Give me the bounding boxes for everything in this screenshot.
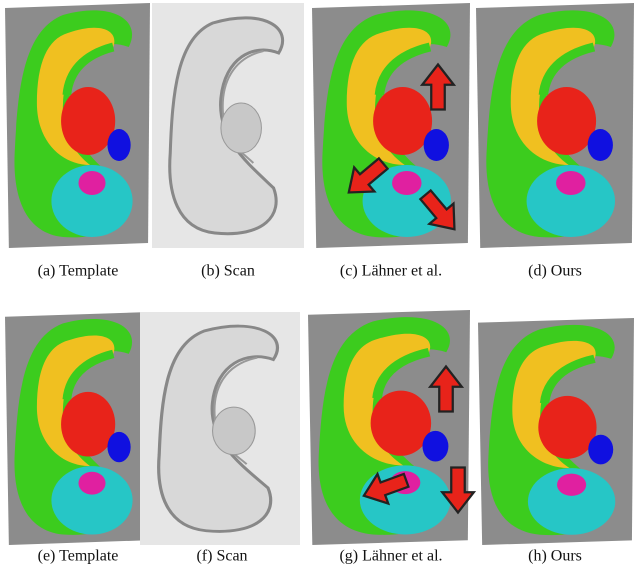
panel-image xyxy=(152,3,304,248)
caption: (b) Scan xyxy=(201,263,255,280)
caption: (g) Lähner et al. xyxy=(339,548,442,565)
panel-image xyxy=(140,312,300,545)
caption: (e) Template xyxy=(38,548,119,565)
caption: (a) Template xyxy=(38,263,119,280)
caption: (f) Scan xyxy=(196,548,247,565)
caption: (c) Lähner et al. xyxy=(340,263,442,280)
caption: (d) Ours xyxy=(528,263,582,280)
panel-image xyxy=(5,3,150,248)
panel-image xyxy=(5,312,150,545)
panel-image xyxy=(478,318,634,545)
panel-image xyxy=(476,3,634,248)
figure: (a) Template (b) Scan (c) Lähner et al. … xyxy=(0,0,635,569)
panel-image xyxy=(308,310,470,545)
caption: (h) Ours xyxy=(528,548,582,565)
